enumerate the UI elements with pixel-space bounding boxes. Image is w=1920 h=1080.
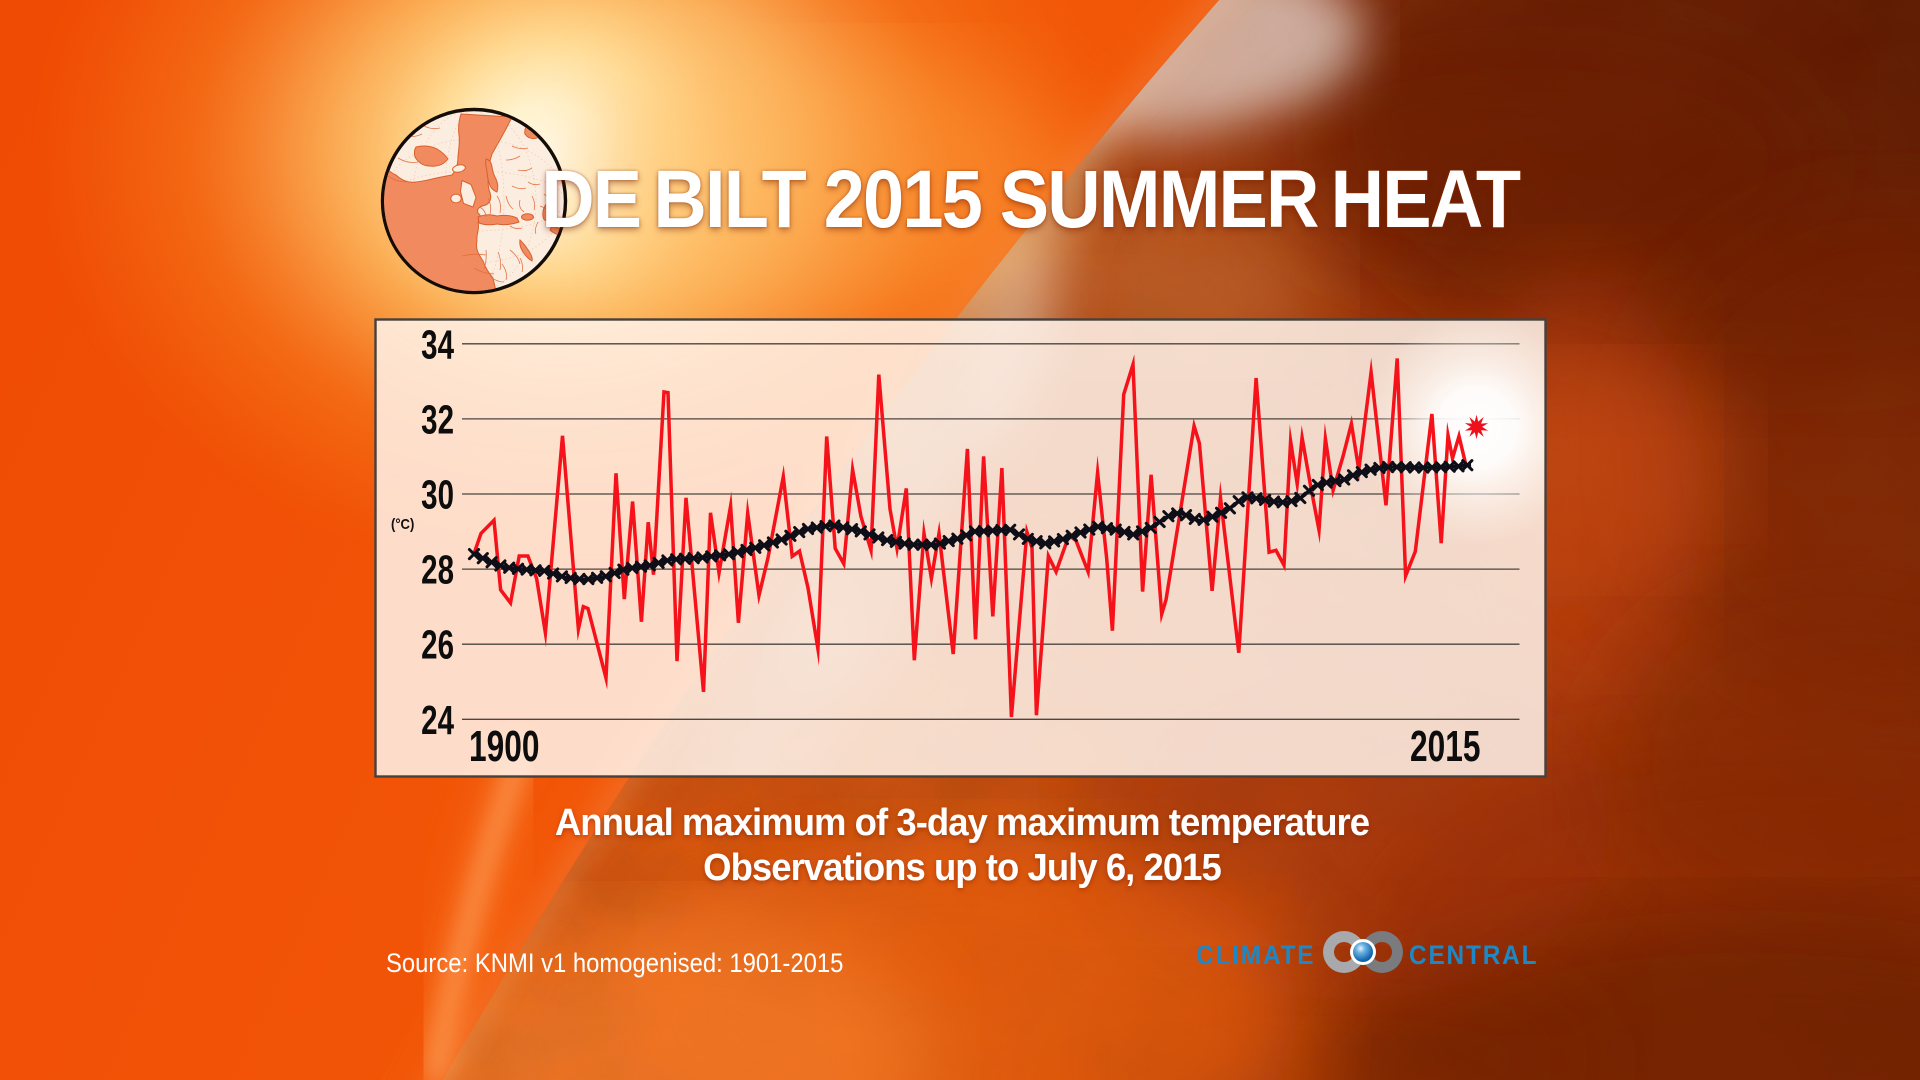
svg-text:32: 32 <box>421 397 454 443</box>
svg-text:24: 24 <box>421 697 454 743</box>
svg-text:26: 26 <box>421 622 454 668</box>
svg-text:1900: 1900 <box>469 722 539 771</box>
svg-text:2015: 2015 <box>1410 722 1480 771</box>
svg-text:(°C): (°C) <box>391 516 414 532</box>
svg-text:30: 30 <box>421 472 454 518</box>
svg-text:28: 28 <box>421 547 454 593</box>
svg-text:34: 34 <box>421 322 454 368</box>
